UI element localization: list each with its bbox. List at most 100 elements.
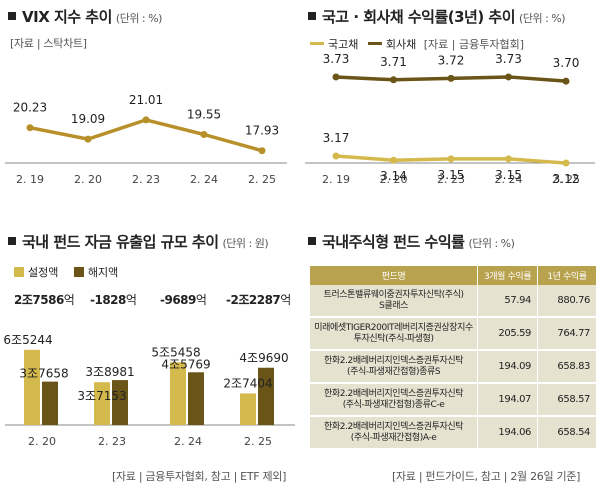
x-tick-label: 2. 20 [74, 173, 102, 186]
table-source: [자료 | 펀드가이드, 참고 | 2월 26일 기준] [392, 470, 581, 483]
fund-name-cell: 한화2.2배레버리지인덱스증권투자신탁 (주식-파생재간접형)종류S [310, 350, 479, 384]
vix-unit: (단위 : %) [115, 12, 162, 25]
bond-chart: 2. 19 2. 20 2. 23 2. 24 2. 25 3.73 3.71 3.72 3.7… [305, 52, 595, 186]
x-tick-label: 2. 24 [495, 173, 523, 186]
data-point [562, 159, 570, 167]
data-point [505, 73, 512, 81]
data-point [332, 152, 340, 160]
x-tick-label: 2. 20 [28, 435, 56, 448]
data-point [447, 155, 455, 163]
data-point [84, 135, 92, 143]
legend-swatch-govt [310, 42, 324, 45]
fund-name-cell: 한화2.2배레버리지인덱스증권투자신탁 (주식-파생재간접형)종류C-e [310, 383, 479, 417]
flow-legend: 설정액 해지액 [14, 264, 118, 280]
legend-item-inflow: 설정액 [14, 266, 58, 279]
bar-value-label: 3조8981 [85, 365, 134, 379]
flow-source: [자료 | 금융투자협회, 참고 | ETF 제외] [112, 470, 287, 483]
table-row: 한화2.2배레버리지인덱스증권투자신탁 (주식-파생재간접형)종류C-e 194.… [310, 383, 597, 417]
return-3m-cell: 194.07 [477, 383, 539, 417]
vix-title: VIX 지수 추이 (단위 : %) [8, 6, 162, 27]
fund-name-cell: 한화2.2배레버리지인덱스증권투자신탁 (주식-파생재간접형)A-e [310, 416, 479, 450]
data-label: 3.72 [438, 53, 465, 67]
bond-unit: (단위 : %) [519, 12, 566, 25]
data-point [332, 73, 340, 81]
data-label: 3.73 [495, 52, 522, 66]
data-point [142, 116, 150, 124]
bar-해지액 [188, 372, 204, 425]
data-point [258, 147, 266, 155]
bar-해지액 [112, 380, 128, 425]
bar-설정액 [240, 393, 256, 425]
fund-name-cell: 트러스톤밸류웨이중권자투자신탁(주식) S클래스 [310, 285, 479, 318]
net-flow-label: 2조7586억 [14, 293, 75, 307]
vix-source: [자료 | 스탁차트] [10, 37, 87, 50]
bond-title: 국고 · 회사채 수익률(3년) 추이 (단위 : %) [308, 6, 566, 27]
return-1y-cell: 880.76 [537, 285, 597, 318]
table-title: 국내주식형 펀드 수익률 (단위 : %) [308, 231, 515, 252]
data-label: 21.01 [129, 93, 163, 107]
data-label: 19.55 [187, 108, 221, 122]
bar-value-label: 3조7153 [77, 389, 126, 403]
data-point [505, 155, 512, 163]
bar-value-label: 5조5458 [151, 345, 200, 359]
x-tick-label: 2. 25 [552, 173, 580, 186]
legend-item-govt: 국고채 [310, 38, 358, 51]
col-header-fund: 펀드명 [310, 266, 479, 285]
flow-unit: (단위 : 원) [222, 237, 269, 250]
x-tick-label: 2. 19 [322, 173, 350, 186]
flow-chart: 2. 20 2. 23 2. 24 2. 25 6조5244 3조7153 5조5458 2조… [3, 333, 295, 448]
bond-legend: 국고채 회사채 [자료 | 금융투자협회] [310, 36, 524, 52]
col-header-3m: 3개월 수익률 [477, 266, 539, 285]
data-label: 17.93 [245, 124, 279, 138]
return-3m-cell: 194.06 [477, 416, 539, 450]
return-3m-cell: 57.94 [477, 285, 539, 318]
table-row: 한화2.2배레버리지인덱스증권투자신탁 (주식-파생재간접형)종류S 194.09… [310, 350, 597, 384]
bar-value-label: 6조5244 [3, 333, 52, 347]
return-1y-cell: 658.83 [537, 350, 597, 384]
bar-value-label: 3조7658 [19, 367, 68, 381]
x-tick-label: 2. 24 [190, 173, 218, 186]
x-tick-label: 2. 23 [132, 173, 160, 186]
fund-name-cell: 미래에셋TIGER200IT레버리지증권상장지수 투자신탁(주식-파생형) [310, 317, 479, 351]
table-header-row: 펀드명 3개월 수익률 1년 수익률 [310, 266, 597, 285]
bar-value-label: 4조5769 [161, 357, 210, 371]
data-label: 3.71 [380, 55, 407, 69]
return-3m-cell: 205.59 [477, 317, 539, 351]
legend-swatch-inflow [14, 267, 24, 277]
bond-source: [자료 | 금융투자협회] [423, 38, 524, 51]
data-label: 3.70 [553, 56, 580, 70]
bar-해지액 [258, 367, 274, 425]
legend-swatch-outflow [73, 267, 84, 277]
data-label: 3.12 [553, 172, 580, 186]
legend-item-outflow: 해지액 [73, 266, 118, 279]
table-row: 미래에셋TIGER200IT레버리지증권상장지수 투자신탁(주식-파생형) 205… [310, 317, 597, 351]
table-row: 트러스톤밸류웨이중권자투자신탁(주식) S클래스 57.94 880.76 [310, 285, 597, 318]
data-point [562, 77, 570, 85]
return-1y-cell: 658.57 [537, 383, 597, 417]
net-flow-label: -1828억 [90, 293, 137, 307]
title-bullet [308, 12, 316, 20]
data-label: 3.14 [380, 169, 407, 183]
series-line-VIX [29, 118, 263, 153]
x-tick-label: 2. 19 [16, 173, 44, 186]
legend-swatch-corp [367, 42, 382, 45]
return-1y-cell: 658.54 [537, 416, 597, 450]
bar-설정액 [94, 382, 110, 425]
x-tick-label: 2. 20 [380, 173, 408, 186]
bar-value-label: 4조9690 [239, 351, 288, 365]
title-bullet [8, 12, 16, 20]
data-label: 3.17 [323, 131, 350, 145]
title-bullet [8, 237, 16, 245]
data-label: 3.15 [438, 168, 465, 182]
net-flow-label: -9689억 [160, 293, 207, 307]
data-point [390, 76, 397, 84]
col-header-1y: 1년 수익률 [537, 266, 597, 285]
table-row: 한화2.2배레버리지인덱스증권투자신탁 (주식-파생재간접형)A-e 194.06… [310, 416, 597, 450]
table-unit: (단위 : %) [468, 237, 515, 250]
return-3m-cell: 194.09 [477, 350, 539, 384]
x-tick-label: 2. 23 [98, 435, 126, 448]
data-point [200, 131, 208, 138]
legend-item-corp: 회사채 [367, 38, 416, 51]
x-tick-label: 2. 25 [248, 173, 276, 186]
data-point [447, 74, 455, 82]
